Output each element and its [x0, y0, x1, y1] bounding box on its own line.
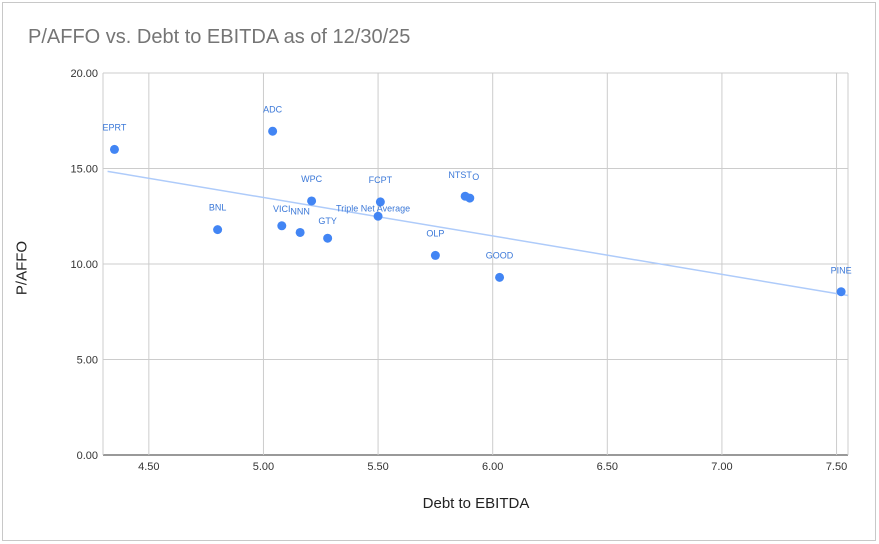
x-tick-label: 7.00	[711, 461, 732, 473]
point-label: EPRT	[103, 122, 127, 132]
data-point	[277, 221, 287, 231]
data-point	[109, 144, 119, 154]
x-tick-label: 5.50	[367, 461, 388, 473]
y-tick-label: 20.00	[70, 68, 98, 80]
data-point	[323, 233, 333, 243]
point-label: NTST	[448, 170, 472, 180]
x-tick-label: 6.50	[597, 461, 618, 473]
chart-title: P/AFFO vs. Debt to EBITDA as of 12/30/25	[28, 26, 411, 48]
point-label: GOOD	[486, 250, 514, 260]
x-tick-label: 5.00	[253, 461, 274, 473]
data-point	[268, 126, 278, 136]
x-tick-label: 4.50	[138, 461, 159, 473]
data-point	[836, 287, 846, 297]
y-tick-label: 15.00	[70, 164, 98, 176]
data-point	[465, 193, 475, 203]
point-label: FCPT	[369, 175, 393, 185]
y-tick-label: 5.00	[77, 355, 98, 367]
data-point	[495, 272, 505, 282]
x-tick-label: 7.50	[826, 461, 847, 473]
data-point	[307, 196, 317, 206]
trendline	[107, 170, 849, 297]
y-tick-label: 10.00	[70, 259, 98, 271]
point-label: Triple Net Average	[336, 203, 410, 213]
data-point	[373, 211, 383, 221]
y-tick-label: 0.00	[77, 450, 98, 462]
point-label: GTY	[318, 216, 337, 226]
point-label: BNL	[209, 203, 227, 213]
x-tick-label: 6.00	[482, 461, 503, 473]
x-axis-label: Debt to EBITDA	[422, 495, 530, 512]
data-point	[375, 197, 385, 207]
data-point	[213, 225, 223, 235]
point-label: NNN	[290, 206, 310, 216]
point-label: OLP	[426, 228, 444, 238]
data-point	[295, 227, 305, 237]
point-label: WPC	[301, 174, 322, 184]
point-label: O	[472, 172, 479, 182]
point-label: VICI	[273, 204, 291, 214]
point-label: PINE	[831, 266, 852, 276]
data-point	[430, 250, 440, 260]
point-label: ADC	[263, 104, 283, 114]
